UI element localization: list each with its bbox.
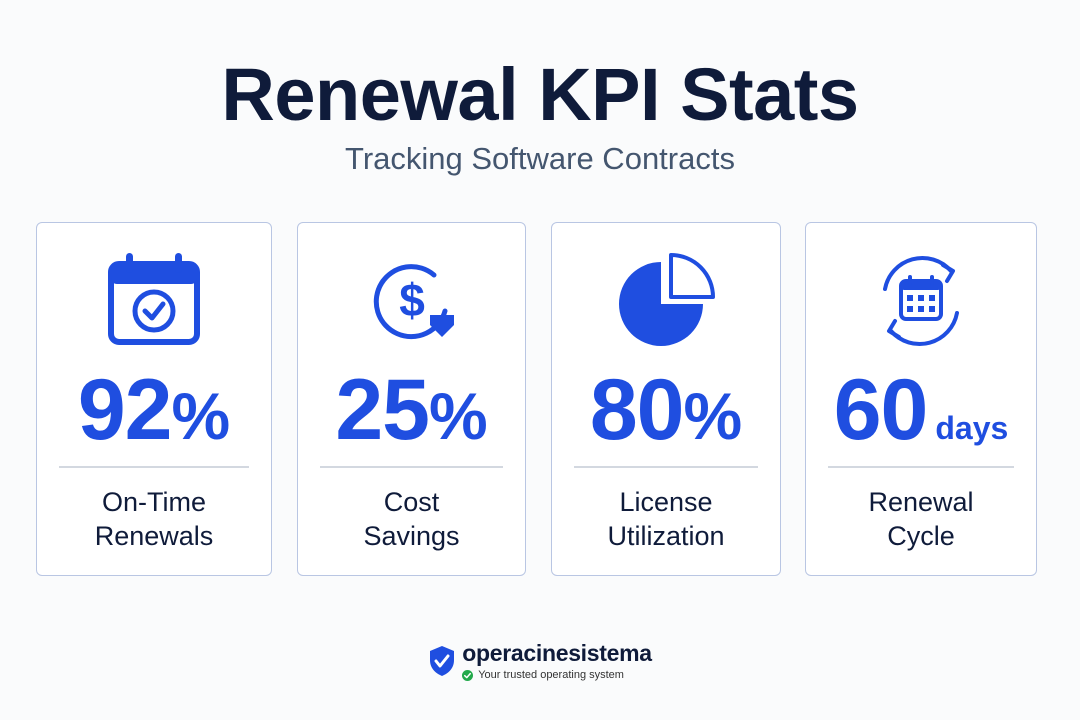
kpi-label-line2: Utilization [607,521,725,551]
kpi-label: Renewal Cycle [806,485,1036,553]
kpi-card-license-utilization: 80 % License Utilization [551,222,781,576]
kpi-number: 92 [77,362,173,458]
check-circle-icon [462,669,474,681]
kpi-label-line1: Cost [383,487,440,517]
divider [828,466,1014,468]
brand-name: operacinesistema [462,640,652,666]
kpi-value: 80 % [552,361,780,461]
kpi-number: 80 [589,362,685,458]
kpi-label-line2: Savings [363,521,460,551]
calendar-cycle-icon [806,251,1036,351]
kpi-number: 25 [335,362,430,458]
divider [59,466,249,468]
kpi-unit: % [683,379,743,453]
kpi-value: 60 days [806,361,1036,461]
kpi-value: 92 % [37,361,271,461]
page-title: Renewal KPI Stats [221,53,859,136]
divider [574,466,758,468]
kpi-value: 25 % [298,361,525,461]
tagline-text: Your trusted operating system [478,669,624,681]
dollar-savings-icon: $ [298,251,525,351]
calendar-check-icon [37,251,271,351]
divider [320,466,503,468]
kpi-label-line1: License [619,487,713,517]
kpi-unit: days [935,410,1009,446]
kpi-label-line2: Cycle [887,521,955,551]
kpi-label-line1: Renewal [868,487,974,517]
kpi-label-line2: Renewals [94,521,214,551]
kpi-label-line1: On-Time [101,487,206,517]
kpi-card-renewal-cycle: 60 days Renewal Cycle [805,222,1037,576]
kpi-label: Cost Savings [298,485,525,553]
shield-check-icon [430,645,455,676]
brand-logo-lockup: operacinesistema Your trusted operating … [428,640,652,681]
kpi-unit: % [171,379,231,453]
kpi-unit: % [428,379,488,453]
pie-chart-icon [552,251,780,351]
kpi-card-on-time-renewals: 92 % On-Time Renewals [36,222,272,576]
brand-tagline: Your trusted operating system [462,669,652,681]
kpi-card-cost-savings: $ 25 % Cost Savings [297,222,526,576]
page-subtitle: Tracking Software Contracts [345,141,735,176]
kpi-label: License Utilization [552,485,780,553]
kpi-label: On-Time Renewals [37,485,271,553]
svg-text:$: $ [399,274,425,326]
kpi-number: 60 [833,362,929,458]
footer-brand: operacinesistema Your trusted operating … [0,640,1080,681]
